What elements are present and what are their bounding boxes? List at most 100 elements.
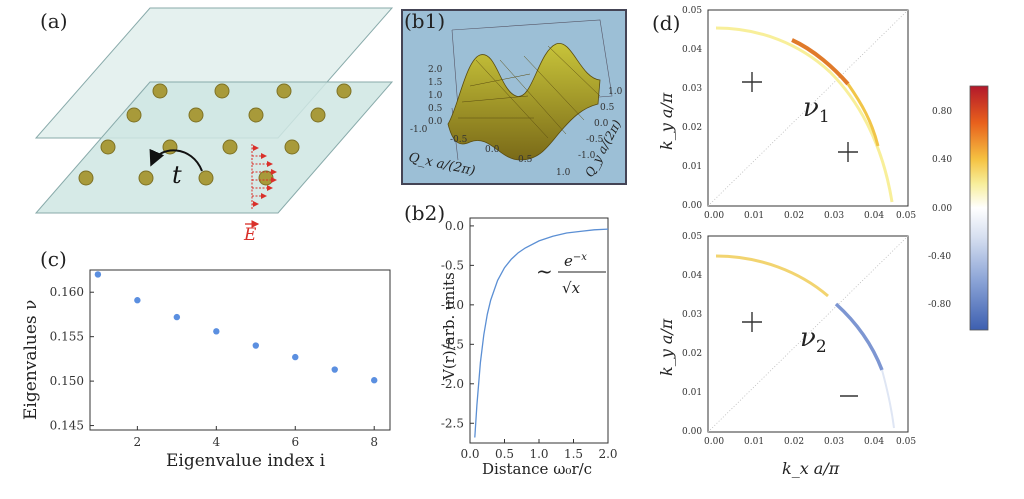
d-bottom-x-tick: 0.01 bbox=[744, 437, 764, 447]
d-bottom-signs bbox=[742, 312, 858, 397]
d-top-x-tick: 0.03 bbox=[824, 211, 844, 221]
d-bottom-x-tick: 0.04 bbox=[864, 437, 884, 447]
d-top-y-tick: 0.05 bbox=[682, 6, 702, 16]
c-ylabel: Eigenvalues ν bbox=[21, 300, 41, 420]
b1-x-tick: -1.0 bbox=[410, 125, 428, 135]
c-x-tick-label: 6 bbox=[291, 435, 299, 449]
d-bottom-y-tick: 0.01 bbox=[682, 388, 702, 398]
d-top-y-tick: 0.01 bbox=[682, 162, 702, 172]
b1-y-tick: 0.0 bbox=[594, 119, 609, 129]
bottom-plane bbox=[34, 81, 394, 214]
b2-x-tick-label: 2.0 bbox=[598, 447, 617, 461]
b1-surface bbox=[447, 43, 601, 161]
d-top-plot: ν1 0.05 0.04 0.03 0.02 0.01 0.00 0.00 0.… bbox=[657, 6, 916, 221]
b1-y-tick: 0.5 bbox=[600, 103, 615, 113]
b1-y-tick: 1.0 bbox=[608, 87, 623, 97]
b1-x-tick: 0.5 bbox=[518, 155, 533, 165]
hopping-label: t bbox=[172, 161, 182, 189]
d-top-y-tick: 0.00 bbox=[682, 201, 702, 211]
field-label: E bbox=[243, 225, 257, 245]
c-xlabel: Eigenvalue index i bbox=[166, 451, 326, 471]
d-bottom-y-tick: 0.00 bbox=[682, 427, 702, 437]
panel-d: (d) ν1 0.05 0.04 0.03 0.02 0.01 0.00 0.0… bbox=[652, 6, 989, 478]
c-data-point bbox=[331, 366, 338, 373]
b1-x-tick: 1.0 bbox=[556, 168, 571, 178]
d-top-x-tick: 0.02 bbox=[784, 211, 804, 221]
b2-y-tick-label: -1.5 bbox=[441, 337, 464, 351]
d-bottom-y-tick: 0.02 bbox=[682, 349, 702, 359]
d-bottom-y-tick: 0.03 bbox=[682, 310, 702, 320]
colorbar-tick: 0.40 bbox=[932, 155, 952, 165]
d-top-nu: ν1 bbox=[803, 93, 830, 127]
b2-y-tick-label: 0.0 bbox=[445, 219, 464, 233]
d-bottom-x-tick: 0.03 bbox=[824, 437, 844, 447]
d-top-contour-orange bbox=[791, 38, 850, 86]
d-bottom-x-tick: 0.02 bbox=[784, 437, 804, 447]
d-bottom-plot: ν2 0.05 0.04 0.03 0.02 0.01 0.00 0.00 0.… bbox=[657, 232, 916, 478]
b2-x-tick-label: 1.0 bbox=[529, 447, 548, 461]
c-data-point bbox=[134, 297, 141, 304]
b2-x-tick-label: 0.5 bbox=[495, 447, 514, 461]
b2-ylabel: V(r)/arb. units bbox=[440, 272, 458, 381]
b1-y-tick: -0.5 bbox=[586, 135, 604, 145]
lattice-sites bbox=[78, 83, 352, 186]
panel-a: (a) t E bbox=[34, 7, 394, 245]
c-data-point bbox=[252, 342, 259, 349]
d-bottom-contour-yellow bbox=[715, 254, 829, 298]
panel-b2-label: (b2) bbox=[404, 201, 445, 225]
b2-annotation-tilde: ~ bbox=[536, 259, 553, 283]
d-top-contour-amber bbox=[846, 83, 880, 147]
d-bottom-contour-blue bbox=[834, 302, 884, 371]
d-top-y-tick: 0.04 bbox=[682, 45, 702, 55]
b2-y-tick-label: -2.0 bbox=[441, 377, 464, 391]
panel-a-label: (a) bbox=[40, 9, 68, 33]
b2-annotation: ~ e−x √x bbox=[536, 252, 606, 297]
b1-z-tick: 2.0 bbox=[428, 65, 443, 75]
panel-c: (c) 0.160 0.155 0.150 0.145 2 4 6 8 Eigenvalues… bbox=[21, 247, 391, 471]
d-xlabel: k_x a/π bbox=[782, 459, 840, 478]
c-y-tick-label: 0.145 bbox=[50, 419, 84, 433]
d-top-x-tick: 0.05 bbox=[896, 211, 916, 221]
field-arrows bbox=[251, 144, 277, 210]
colorbar-tick: 0.00 bbox=[932, 204, 952, 214]
b2-y-tick-label: -1.0 bbox=[441, 298, 464, 312]
d-colorbar: 0.80 0.40 0.00 -0.40 -0.80 bbox=[928, 85, 989, 331]
c-x-tick-label: 8 bbox=[370, 435, 378, 449]
colorbar-tick: 0.80 bbox=[932, 107, 952, 117]
colorbar-tick: -0.80 bbox=[928, 300, 951, 310]
b2-xlabel: Distance ω₀r/c bbox=[482, 460, 592, 478]
d-top-plus-signs bbox=[742, 72, 858, 162]
b2-y-tick-label: -2.5 bbox=[441, 416, 464, 430]
b2-frame bbox=[469, 217, 609, 444]
b2-y-tick-label: -0.5 bbox=[441, 258, 464, 272]
c-data-point bbox=[292, 353, 299, 361]
colorbar-tick: -0.40 bbox=[928, 252, 951, 262]
d-bottom-contour-pale bbox=[881, 369, 895, 429]
d-top-x-tick: 0.00 bbox=[704, 211, 724, 221]
c-y-tick-label: 0.155 bbox=[50, 330, 84, 344]
c-ticks: 0.160 0.155 0.150 0.145 2 4 6 8 bbox=[50, 285, 378, 449]
c-y-tick-label: 0.160 bbox=[50, 285, 84, 299]
d-bottom-ylabel: k_y a/π bbox=[657, 318, 676, 376]
d-bottom-x-tick: 0.00 bbox=[704, 437, 724, 447]
b2-annotation-num: e−x bbox=[564, 252, 587, 270]
b1-y-tick: -1.0 bbox=[578, 151, 596, 161]
d-bottom-nu: ν2 bbox=[800, 323, 827, 357]
b2-ticks: 0.0 -0.5 -1.0 -1.5 -2.0 -2.5 0.0 0.5 1.0 1.5 2.0 bbox=[441, 219, 618, 461]
b1-x-tick: 0.0 bbox=[485, 145, 500, 155]
panel-b2: (b2) 0.0 -0.5 -1.0 -1.5 -2.0 -2.5 0.0 0.5 1.0 1.5… bbox=[404, 201, 618, 478]
d-top-y-tick: 0.03 bbox=[682, 84, 702, 94]
b2-x-tick-label: 1.5 bbox=[564, 447, 583, 461]
panel-b1: (b1) 2.0 1.5 1.0 0.5 0.0 -1.0 -0.5 0.0 0… bbox=[401, 9, 627, 185]
d-top-y-tick: 0.02 bbox=[682, 123, 702, 133]
b1-z-tick: 0.5 bbox=[428, 104, 443, 114]
c-x-tick-label: 2 bbox=[134, 435, 142, 449]
c-points bbox=[94, 271, 378, 384]
c-data-point bbox=[371, 377, 378, 384]
b1-x-tick: -0.5 bbox=[450, 135, 468, 145]
b2-x-tick-label: 0.0 bbox=[460, 447, 479, 461]
c-data-point bbox=[173, 313, 181, 321]
panel-c-label: (c) bbox=[40, 247, 67, 271]
d-bottom-x-tick: 0.05 bbox=[896, 437, 916, 447]
